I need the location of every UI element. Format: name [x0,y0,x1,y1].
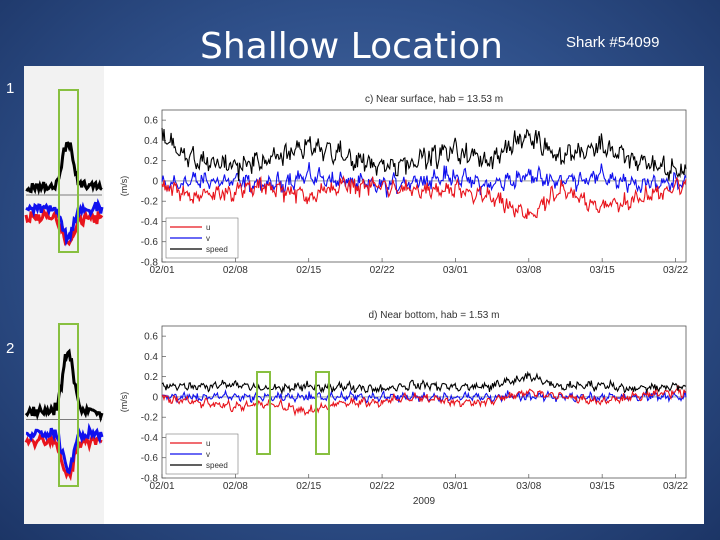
chart-2-xtick-label: 03/01 [443,481,468,492]
chart-2-ytick-label: 0.6 [144,332,158,343]
chart-2-series-speed [161,370,686,396]
inset-1-trace-2 [25,141,103,196]
inset-2-trace-0 [24,432,103,482]
chart-1-xtick-label: 02/01 [149,265,174,276]
panel-number-2: 2 [6,340,15,357]
chart-2-legend-label-u: u [206,439,210,448]
chart-1-xtick-label: 03/15 [590,265,615,276]
chart-1-ytick-label: -0.6 [141,237,159,248]
chart-2-xtick-label: 03/08 [516,481,541,492]
chart-2-legend-label-speed: speed [206,461,228,470]
inset-2-trace-2 [24,348,104,423]
inset-1-trace-0 [24,206,104,247]
chart-1-ylabel: (m/s) [119,176,129,197]
figure-area [24,66,704,524]
chart-2-ytick-label: -0.6 [141,453,159,464]
chart-2-ytick-label: -0.2 [141,413,159,424]
chart-2-frame [161,325,687,479]
chart-2-xlabel: 2009 [413,496,436,507]
inset-area [24,66,104,524]
chart-1-series-speed [161,127,687,181]
chart-1-title: c) Near surface, hab = 13.53 m [365,94,503,105]
chart-2-series-u [161,384,687,417]
highlight-box-inset-1 [58,89,79,253]
chart-2-ylabel: (m/s) [119,392,129,413]
highlight-box-0217 [315,371,330,455]
chart-1-xtick-label: 03/22 [663,265,688,276]
chart-2-ytick-label: -0.8 [141,474,159,485]
chart-1-legend-label-speed: speed [206,245,228,254]
slide-subtitle: Shark #54099 [566,34,660,51]
chart-1-ytick-label: -0.4 [141,217,159,228]
chart-2-title: d) Near bottom, hab = 1.53 m [369,310,500,321]
chart-2-xtick-label: 02/15 [296,481,321,492]
chart-2-xtick-label: 03/15 [590,481,615,492]
chart-2-series-v [161,388,687,404]
inset-2-trace-1 [25,422,104,475]
chart-1-frame [161,109,687,263]
chart-1-legend-label-v: v [206,234,210,243]
chart-2-ytick-label: -0.4 [141,433,159,444]
chart-2-xtick-label: 02/08 [223,481,248,492]
chart-2-ytick-label: 0 [152,392,158,403]
chart-1-ytick-label: 0.4 [144,136,158,147]
chart-1-legend-label-u: u [206,223,210,232]
chart-1-ytick-label: 0.6 [144,116,158,127]
chart-2-legend-label-v: v [206,450,210,459]
chart-2-xtick-label: 02/22 [370,481,395,492]
chart-1-series-v [161,162,687,198]
chart-1-ytick-label: 0 [152,176,158,187]
inset-1-trace-1 [25,198,104,247]
chart-1-ytick-label: -0.2 [141,197,159,208]
chart-1-ytick-label: 0.2 [144,156,158,167]
panel-number-1: 1 [6,80,15,97]
chart-2-ytick-label: 0.2 [144,372,158,383]
highlight-box-inset-2 [58,323,79,487]
highlight-box-0209 [256,371,271,455]
chart-2-xtick-label: 02/01 [149,481,174,492]
slide-title: Shallow Location [200,26,503,67]
chart-2-xtick-label: 03/22 [663,481,688,492]
chart-1-ytick-label: -0.8 [141,258,159,269]
chart-1-xtick-label: 02/15 [296,265,321,276]
chart-2-ytick-label: 0.4 [144,352,158,363]
chart-1-xtick-label: 03/01 [443,265,468,276]
chart-1-xtick-label: 02/22 [370,265,395,276]
chart-1-series-u [161,174,687,220]
chart-1-xtick-label: 02/08 [223,265,248,276]
chart-1-xtick-label: 03/08 [516,265,541,276]
